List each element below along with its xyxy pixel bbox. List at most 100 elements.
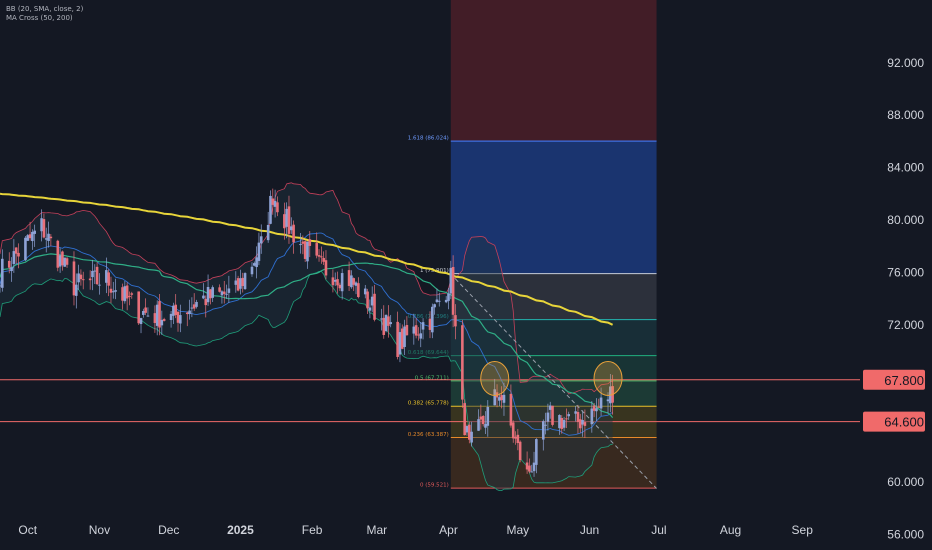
candle-body xyxy=(322,257,325,262)
candle-body xyxy=(174,304,177,316)
candle-body xyxy=(447,293,450,301)
candle-body xyxy=(340,273,344,292)
candle-body xyxy=(576,412,580,422)
candle-body xyxy=(179,315,182,324)
price-tick-label: 92.000 xyxy=(887,56,924,70)
candle-body xyxy=(530,471,534,473)
candle-body xyxy=(12,251,16,264)
candle-body xyxy=(162,319,166,321)
candle-body xyxy=(144,307,147,313)
candle-body xyxy=(241,277,245,287)
candle-body xyxy=(142,311,145,315)
candle-body xyxy=(500,395,503,401)
price-tick-label: 60.000 xyxy=(887,475,924,489)
candle-body xyxy=(42,219,46,238)
candle-body xyxy=(28,234,32,239)
price-tick-label: 72.000 xyxy=(887,318,924,332)
candle-body xyxy=(347,270,351,286)
candle-body xyxy=(271,198,275,205)
candle-body xyxy=(465,426,469,433)
time-tick-label: Jun xyxy=(580,523,599,537)
candle-body xyxy=(595,408,598,412)
candle-body xyxy=(363,288,367,295)
candle-body xyxy=(188,310,191,315)
candle-body xyxy=(461,325,464,400)
candle-body xyxy=(14,247,18,254)
candle-body xyxy=(389,322,392,325)
price-level-tag xyxy=(863,369,925,390)
candle-body xyxy=(206,286,210,303)
candle-body xyxy=(551,405,554,425)
fib-label: 0.382 (65.778) xyxy=(408,401,449,407)
candle-body xyxy=(597,406,601,408)
candle-body xyxy=(299,244,302,246)
candle-body xyxy=(301,241,305,244)
candle-body xyxy=(303,241,307,259)
candle-body xyxy=(72,261,76,296)
candle-body xyxy=(354,282,358,286)
candle-body xyxy=(81,279,85,281)
time-axis-bg xyxy=(0,520,932,550)
candle-body xyxy=(350,275,353,288)
candle-body xyxy=(567,414,571,417)
fib-label: 0.618 (69.644) xyxy=(408,350,449,356)
candle-body xyxy=(562,420,566,428)
candle-body xyxy=(516,434,520,444)
candle-body xyxy=(63,257,67,267)
candle-body xyxy=(444,299,448,303)
candle-body xyxy=(227,288,231,293)
candle-body xyxy=(599,397,603,409)
candle-body xyxy=(352,278,356,285)
candle-body xyxy=(380,318,383,320)
candle-body xyxy=(368,307,372,311)
candle-body xyxy=(65,258,69,265)
candle-body xyxy=(581,420,584,425)
candle-body xyxy=(502,394,506,403)
bb-legend[interactable]: BB (20, SMA, close, 2) xyxy=(6,5,84,13)
candle-body xyxy=(283,214,286,229)
candle-body xyxy=(239,278,242,289)
candle-body xyxy=(185,312,189,315)
candle-body xyxy=(463,403,466,436)
price-tick-label: 84.000 xyxy=(887,161,924,175)
candle-body xyxy=(387,316,390,326)
candle-body xyxy=(590,408,594,425)
price-tick-label: 56.000 xyxy=(887,527,924,541)
candle-body xyxy=(451,266,455,315)
time-tick-label: 2025 xyxy=(227,523,254,537)
candle-body xyxy=(320,256,323,258)
ma-cross-legend[interactable]: MA Cross (50, 200) xyxy=(6,14,73,22)
candle-body xyxy=(114,290,117,292)
fib-band xyxy=(450,319,657,356)
candle-body xyxy=(606,399,610,402)
candle-body xyxy=(266,224,270,241)
candle-body xyxy=(509,393,513,426)
candle-body xyxy=(484,424,487,428)
time-tick-label: Aug xyxy=(720,523,741,537)
time-tick-label: Mar xyxy=(366,523,387,537)
candle-body xyxy=(546,412,550,422)
candle-body xyxy=(532,462,536,472)
candle-body xyxy=(417,334,420,336)
candle-body xyxy=(79,274,83,280)
candle-body xyxy=(370,296,374,306)
candle-body xyxy=(202,295,205,299)
candle-body xyxy=(88,278,92,281)
candle-body xyxy=(412,326,416,334)
candle-body xyxy=(211,287,214,298)
price-tick-label: 88.000 xyxy=(887,108,924,122)
fib-band xyxy=(450,380,657,407)
candle-body xyxy=(382,317,386,335)
candle-body xyxy=(306,241,309,262)
candle-body xyxy=(317,255,321,257)
candle-body xyxy=(428,318,432,330)
candle-body xyxy=(158,301,161,328)
candle-body xyxy=(454,315,457,327)
candle-body xyxy=(333,279,337,282)
candle-body xyxy=(373,293,376,320)
candle-body xyxy=(544,424,547,426)
candle-body xyxy=(535,439,538,465)
candle-body xyxy=(225,293,228,295)
candle-body xyxy=(511,422,515,439)
